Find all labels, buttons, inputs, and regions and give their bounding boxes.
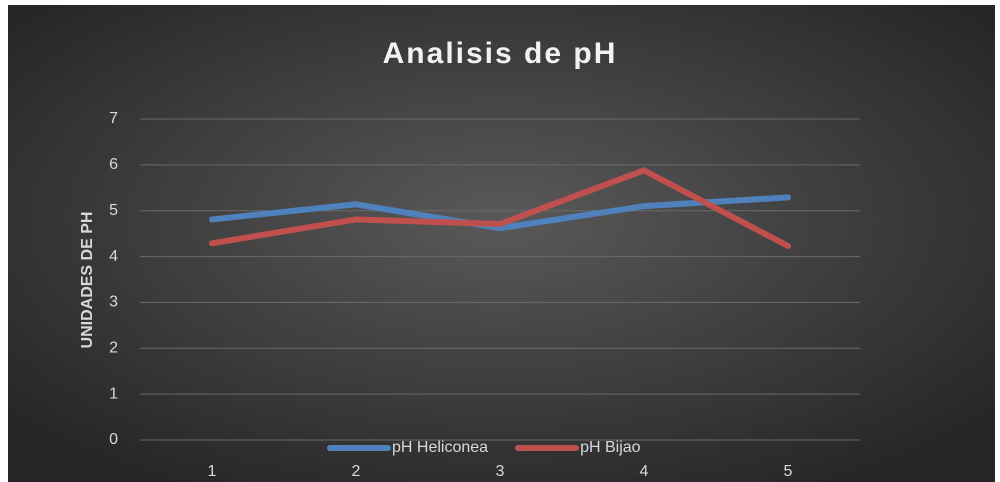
chart-title: Analisis de pH [383,37,618,70]
y-axis-label: UNIDADES DE PH [79,212,96,349]
x-tick-label: 1 [208,463,217,480]
legend-label: pH Heliconea [392,439,488,456]
x-tick-label: 5 [784,463,793,480]
y-tick-label: 1 [109,385,118,402]
y-tick-label: 7 [109,110,118,127]
y-tick-label: 2 [109,340,118,357]
chart-background [8,5,995,482]
y-tick-label: 0 [109,431,118,448]
series-line [209,167,791,250]
series-line [209,194,791,232]
y-tick-label: 4 [109,248,118,265]
x-tick-label: 4 [640,463,649,480]
x-tick-label: 2 [352,463,361,480]
y-tick-label: 6 [109,156,118,173]
x-tick-label: 3 [496,463,505,480]
y-tick-label: 5 [109,202,118,219]
legend-label: pH Bijao [580,439,641,456]
y-tick-label: 3 [109,294,118,311]
